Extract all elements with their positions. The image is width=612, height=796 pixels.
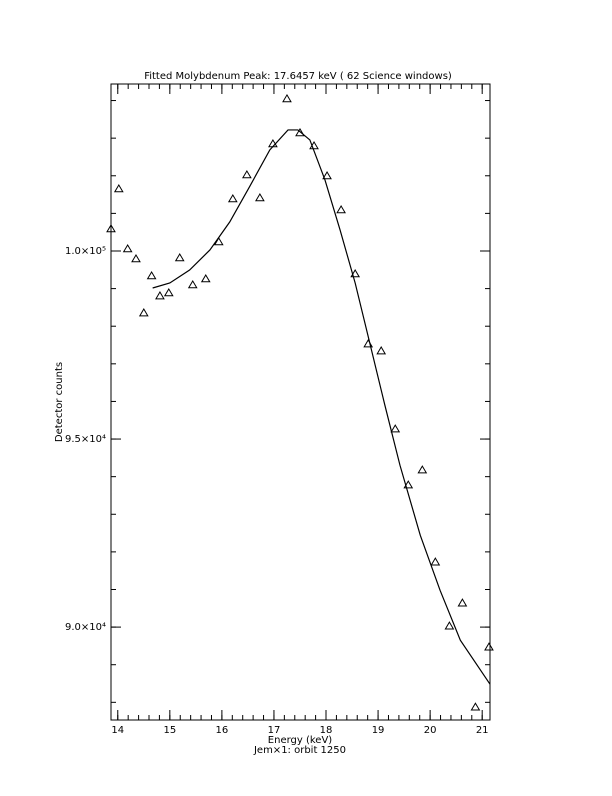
data-point <box>242 169 252 179</box>
x-axis-label: Energy (keV) <box>268 735 333 746</box>
data-point <box>163 288 174 297</box>
data-point <box>122 244 133 253</box>
data-point <box>282 93 292 103</box>
data-point <box>403 480 414 489</box>
data-point <box>131 254 141 263</box>
data-point <box>376 346 387 355</box>
x-tick-label: 17 <box>268 725 281 736</box>
data-point <box>138 308 149 317</box>
x-tick-label: 20 <box>424 725 437 736</box>
x-tick-label: 21 <box>476 725 489 736</box>
data-point <box>350 269 361 278</box>
data-point <box>213 237 224 246</box>
y-tick-label: 9.0×10⁴ <box>65 622 106 633</box>
data-point <box>430 557 441 566</box>
x-tick-label: 15 <box>163 725 176 736</box>
data-point <box>444 621 455 630</box>
data-point <box>113 183 124 193</box>
y-tick-label: 1.0×10⁵ <box>65 246 106 257</box>
x-tick-label: 16 <box>216 725 229 736</box>
subtitle: Jem×1: orbit 1250 <box>253 745 346 756</box>
y-tick-label: 9.5×10⁴ <box>65 434 106 445</box>
y-axis-label: Detector counts <box>54 362 65 442</box>
data-point <box>255 192 265 202</box>
data-point <box>470 702 481 711</box>
data-point <box>484 642 494 651</box>
data-point <box>227 193 238 203</box>
data-point <box>174 253 185 262</box>
data-point <box>390 424 401 433</box>
data-point <box>200 274 211 283</box>
fit-line <box>152 129 491 685</box>
data-point <box>106 224 116 233</box>
x-tick-label: 14 <box>111 725 124 736</box>
data-point <box>336 204 346 214</box>
data-point <box>417 465 428 474</box>
data-point <box>187 280 198 289</box>
data-point <box>146 271 157 280</box>
plot-frame <box>110 83 491 721</box>
x-tick-label: 18 <box>320 725 333 736</box>
data-point <box>295 127 305 137</box>
chart-title: Fitted Molybdenum Peak: 17.6457 keV ( 62… <box>144 71 452 82</box>
data-point <box>322 170 332 180</box>
x-tick-label: 19 <box>372 725 385 736</box>
data-point <box>457 598 468 607</box>
data-point <box>155 291 165 300</box>
